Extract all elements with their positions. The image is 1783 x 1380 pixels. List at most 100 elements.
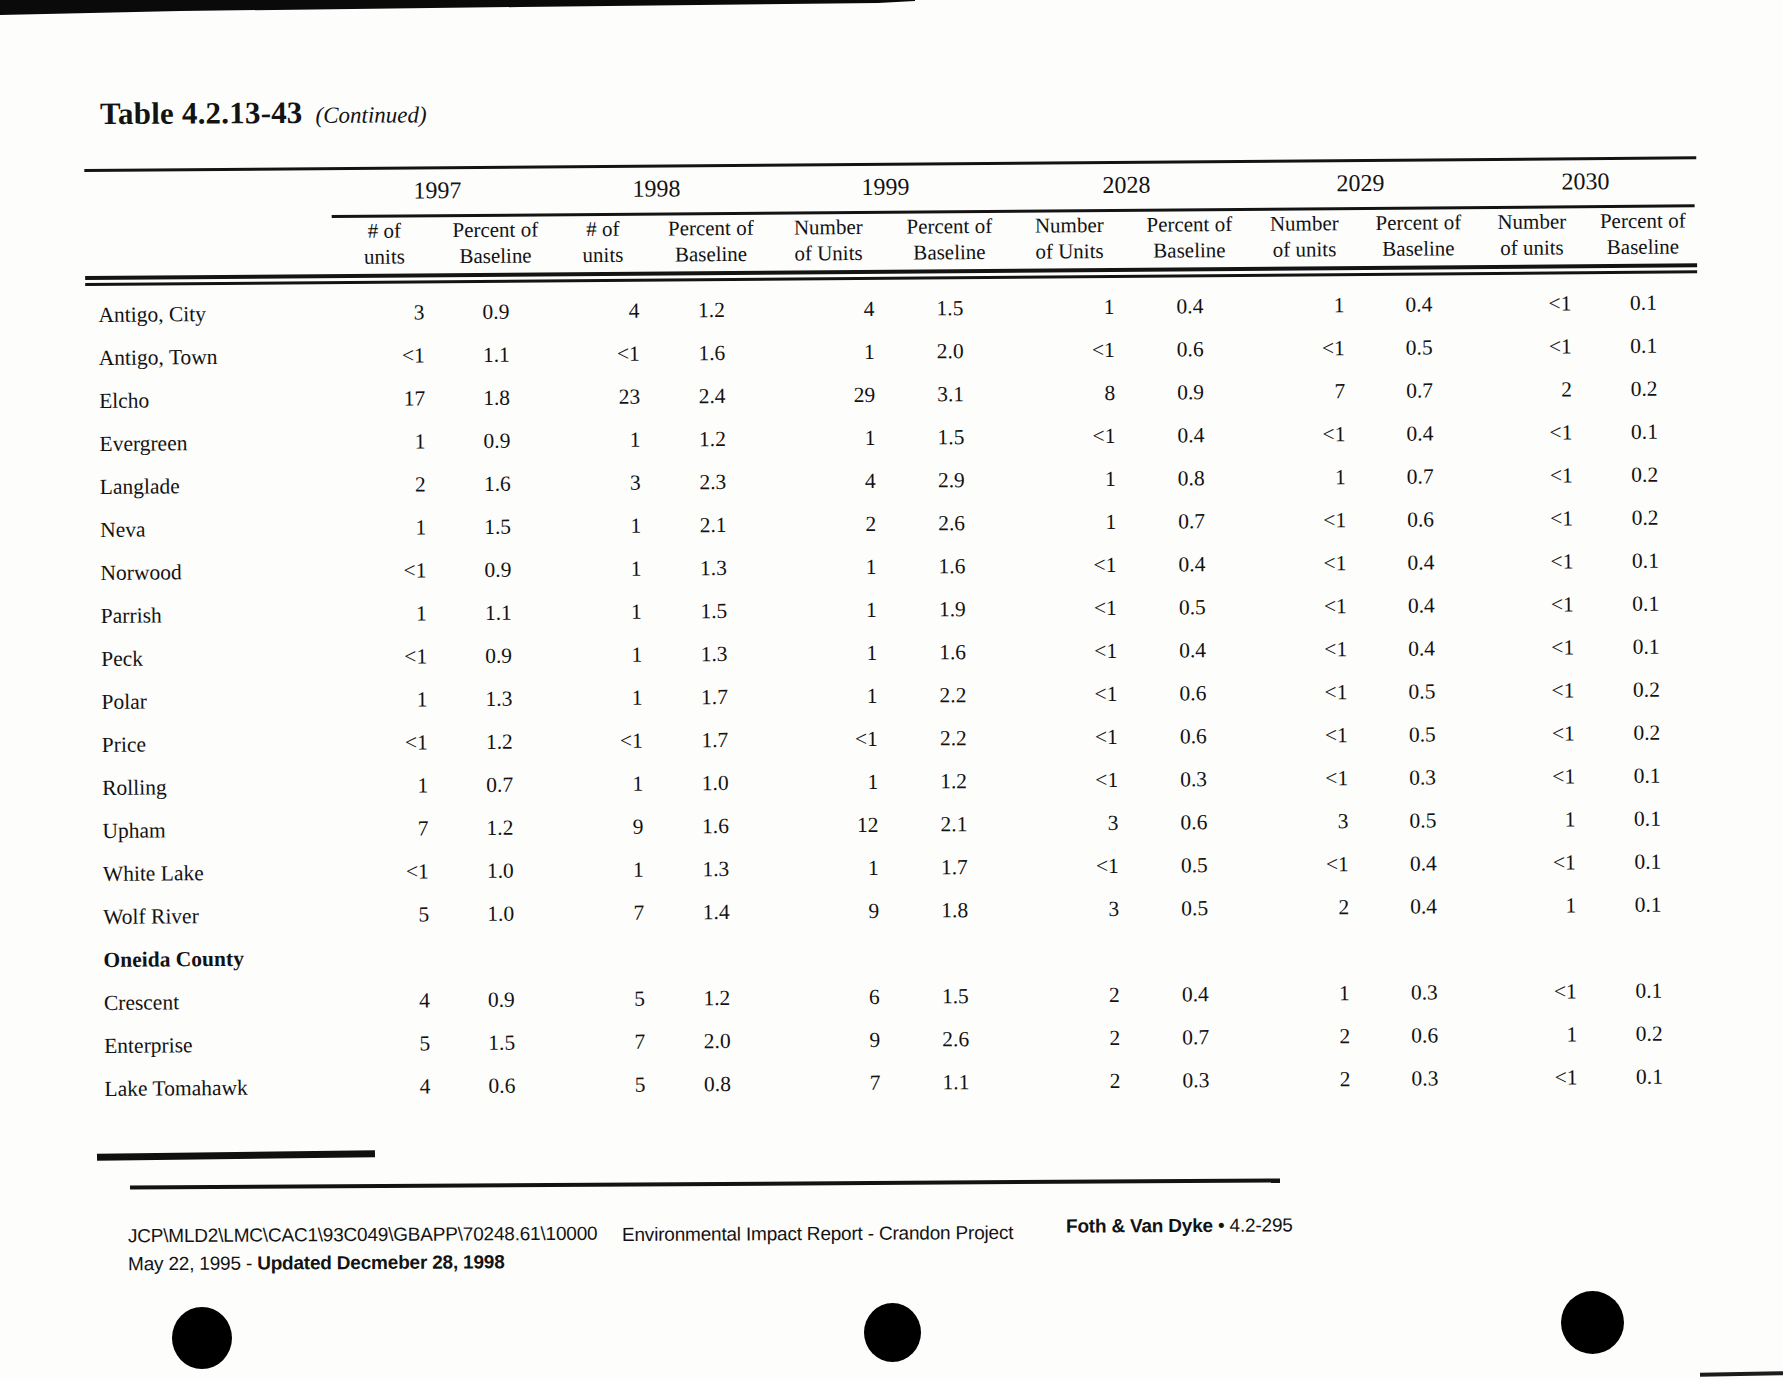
column-header-line2: of Units [1007,238,1132,264]
units-value: 3 [327,300,442,326]
units-value: 29 [766,383,893,409]
units-value: 1 [551,514,659,540]
percent-value: 0.7 [1364,464,1477,490]
percent-value: 0.3 [1138,1068,1253,1094]
column-header-line1: # of [327,218,442,244]
percent-value: 1.1 [445,600,552,626]
percent-value: 0.9 [1133,380,1248,406]
scan-artifact-corner [1700,1371,1783,1377]
percent-value: 1.3 [662,857,770,883]
percent-value: 1.6 [895,640,1010,666]
percent-value: 1.1 [443,342,550,368]
units-value: 1 [330,687,445,713]
percent-value: 1.6 [444,471,551,497]
units-value: <1 [1248,422,1363,448]
punch-hole-right [1561,1291,1624,1354]
percent-value: 0.5 [1135,595,1250,621]
units-value: <1 [330,644,445,670]
units-value: 6 [771,985,898,1011]
footer-date-prefix: May 22, 1995 - [128,1253,257,1275]
page-title: Table 4.2.13-43(Continued) [100,94,427,132]
column-header: Percent ofBaseline [442,217,549,269]
units-value: <1 [1011,768,1136,794]
row-label: Upham [89,817,331,844]
units-value: <1 [1250,637,1365,663]
column-header-line1: Number [1475,209,1589,235]
units-value: <1 [1012,854,1137,880]
units-value: 1 [1247,293,1362,319]
column-header-line1: Percent of [657,216,765,242]
row-label: Norwood [87,559,329,586]
row-label: Parrish [88,602,330,629]
percent-value: 1.5 [660,599,768,625]
units-value: 1 [767,555,894,581]
column-header-line2: Baseline [892,239,1007,265]
units-value: 2 [329,472,444,498]
footer-report-title: Environmental Impact Report - Crandon Pr… [622,1222,1013,1246]
units-value: <1 [1010,639,1135,665]
row-label: Evergreen [86,430,328,457]
column-header-line2: Baseline [1132,237,1247,263]
percent-value: 0.1 [1590,333,1698,359]
units-value: 2 [1253,1024,1368,1050]
percent-value: 1.3 [445,686,552,712]
units-value: <1 [1008,424,1133,450]
footer-page-number: 4.2-295 [1230,1214,1293,1235]
units-value: 1 [552,643,660,669]
units-value: 1 [1480,893,1594,919]
percent-value: 0.7 [1138,1025,1253,1051]
units-value: 9 [771,1028,898,1054]
units-value: 1 [1253,981,1368,1007]
year-header: 2030 [1474,167,1696,196]
units-value: 1 [330,601,445,627]
units-value: 1 [331,773,446,799]
percent-value: 0.9 [448,987,555,1013]
units-value: 2 [767,512,894,538]
percent-value: 0.6 [448,1073,555,1099]
percent-value: 0.5 [1366,722,1479,748]
percent-value: 0.9 [443,428,550,454]
column-header-line1: Number [1247,211,1362,237]
units-value: <1 [329,558,444,584]
percent-value: 1.2 [663,986,771,1012]
percent-value: 1.5 [448,1030,555,1056]
percent-value: 1.9 [895,597,1010,623]
column-header-line2: Baseline [1362,236,1475,262]
units-value: 4 [767,469,894,495]
percent-value: 0.4 [1367,894,1480,920]
units-value: <1 [1481,1065,1595,1091]
units-value: 1 [552,600,660,626]
percent-value: 0.2 [1592,677,1700,703]
percent-value: 0.9 [445,643,552,669]
units-value: 5 [333,1031,448,1057]
units-value: 1 [768,684,895,710]
row-label: White Lake [90,860,332,887]
footer-rule [130,1178,1280,1189]
units-value: <1 [1478,635,1592,661]
percent-value: 0.3 [1366,765,1479,791]
column-header-line2: of units [1475,235,1589,261]
percent-value: 0.5 [1137,853,1252,879]
units-value: 5 [555,986,663,1012]
percent-value: 0.3 [1368,1066,1481,1092]
row-label: Enterprise [91,1032,333,1059]
units-value: <1 [1010,682,1135,708]
corner-spacer [85,219,327,272]
percent-value: 0.6 [1368,1023,1481,1049]
column-header-line2: of units [1247,236,1362,262]
percent-value: 1.6 [894,554,1009,580]
units-value: 3 [1011,811,1136,837]
units-value: 1 [554,858,662,884]
units-value: <1 [1481,979,1595,1005]
percent-value: 1.2 [896,769,1011,795]
units-value: 1 [550,428,658,454]
units-value: 9 [770,899,897,925]
units-value: 1 [1481,1022,1595,1048]
percent-value: 1.5 [898,984,1013,1010]
percent-value: 0.3 [1136,767,1251,793]
percent-value: 0.1 [1589,290,1697,316]
table-body: Antigo, City30.941.241.510.410.4<10.1Ant… [85,281,1703,1111]
units-value: <1 [1252,852,1367,878]
units-value: 1 [328,429,443,455]
percent-value: 0.9 [442,299,549,325]
